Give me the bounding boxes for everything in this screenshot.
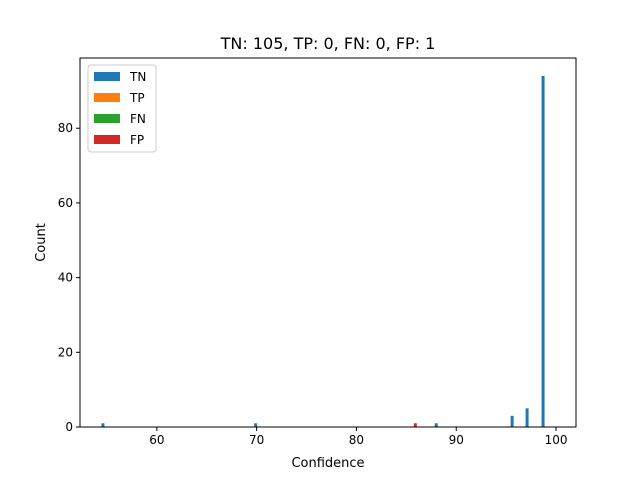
bar-tn: [254, 423, 258, 427]
legend-label-tp: TP: [129, 91, 145, 105]
axes-frame: [79, 57, 577, 428]
x-tick-label: 100: [545, 433, 568, 447]
legend-label-fp: FP: [130, 133, 144, 147]
y-axis-label: Count: [34, 223, 49, 262]
legend-label-fn: FN: [130, 112, 146, 126]
x-tick-label: 90: [449, 433, 464, 447]
x-axis-ticks: 60 70 80 90 100: [149, 427, 567, 447]
x-tick-label: 80: [349, 433, 364, 447]
x-axis-label: Confidence: [291, 456, 364, 471]
bar-tn: [434, 423, 438, 427]
legend: TN TP FN FP: [87, 64, 157, 153]
y-tick-label: 80: [58, 121, 73, 135]
x-tick-label: 70: [249, 433, 264, 447]
legend-box: [87, 64, 157, 153]
bar-tn: [101, 423, 105, 427]
bar-tn: [525, 408, 529, 427]
plot-area: [101, 75, 545, 428]
y-tick-label: 20: [58, 345, 73, 359]
y-axis-ticks: 0 20 40 60 80: [58, 121, 80, 434]
legend-swatch-tp: [94, 93, 120, 102]
legend-swatch-fp: [94, 135, 120, 144]
legend-swatch-fn: [94, 114, 120, 123]
x-tick-label: 60: [149, 433, 164, 447]
y-tick-label: 0: [65, 420, 73, 434]
legend-swatch-tn: [94, 72, 120, 81]
y-tick-label: 60: [58, 196, 73, 210]
chart-title: TN: 105, TP: 0, FN: 0, FP: 1: [220, 34, 436, 53]
bar-tn: [541, 75, 545, 428]
bar-fp: [413, 423, 417, 427]
y-tick-label: 40: [58, 271, 73, 285]
bar-tn: [510, 415, 514, 427]
legend-label-tn: TN: [129, 70, 146, 84]
